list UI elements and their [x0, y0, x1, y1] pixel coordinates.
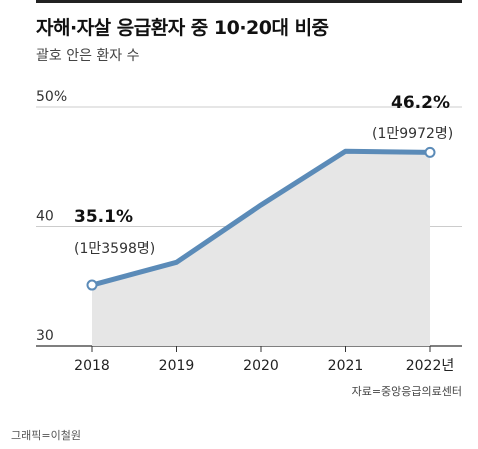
y-tick-label: 40: [36, 209, 54, 225]
area-fill: [92, 151, 430, 346]
series-line: [89, 148, 433, 288]
y-tick-label: 50%: [36, 89, 67, 105]
x-tick-label: 2021: [328, 358, 364, 374]
y-tick-label: 30: [36, 328, 54, 344]
top-rule: [36, 0, 462, 3]
x-tick-label: 2020: [243, 358, 279, 374]
chart-title: 자해·자살 응급환자 중 10·20대 비중: [36, 17, 329, 39]
x-tick-label: 2019: [159, 358, 195, 374]
chart-subtitle: 괄호 안은 환자 수: [36, 48, 140, 64]
source-note: 자료=중앙응급의료센터: [351, 385, 462, 398]
data-label-value: 46.2%: [391, 93, 450, 113]
data-point-marker: [86, 279, 98, 291]
x-tick-label: 2018: [74, 358, 110, 374]
data-label-value: 35.1%: [74, 207, 133, 227]
data-labels: 35.1% (1만3598명) 46.2% (1만9972명): [74, 93, 453, 257]
graphic-credit: 그래픽=이철원: [11, 429, 81, 442]
data-point-marker: [424, 146, 436, 158]
x-tick-label: 2022년: [406, 358, 455, 374]
data-label-count: (1만3598명): [74, 241, 155, 257]
data-label-count: (1만9972명): [372, 126, 453, 142]
axis-ticks: 30 40 50% 2018 2019 2020 2021 2022년: [36, 89, 454, 374]
data-points: [86, 146, 436, 291]
